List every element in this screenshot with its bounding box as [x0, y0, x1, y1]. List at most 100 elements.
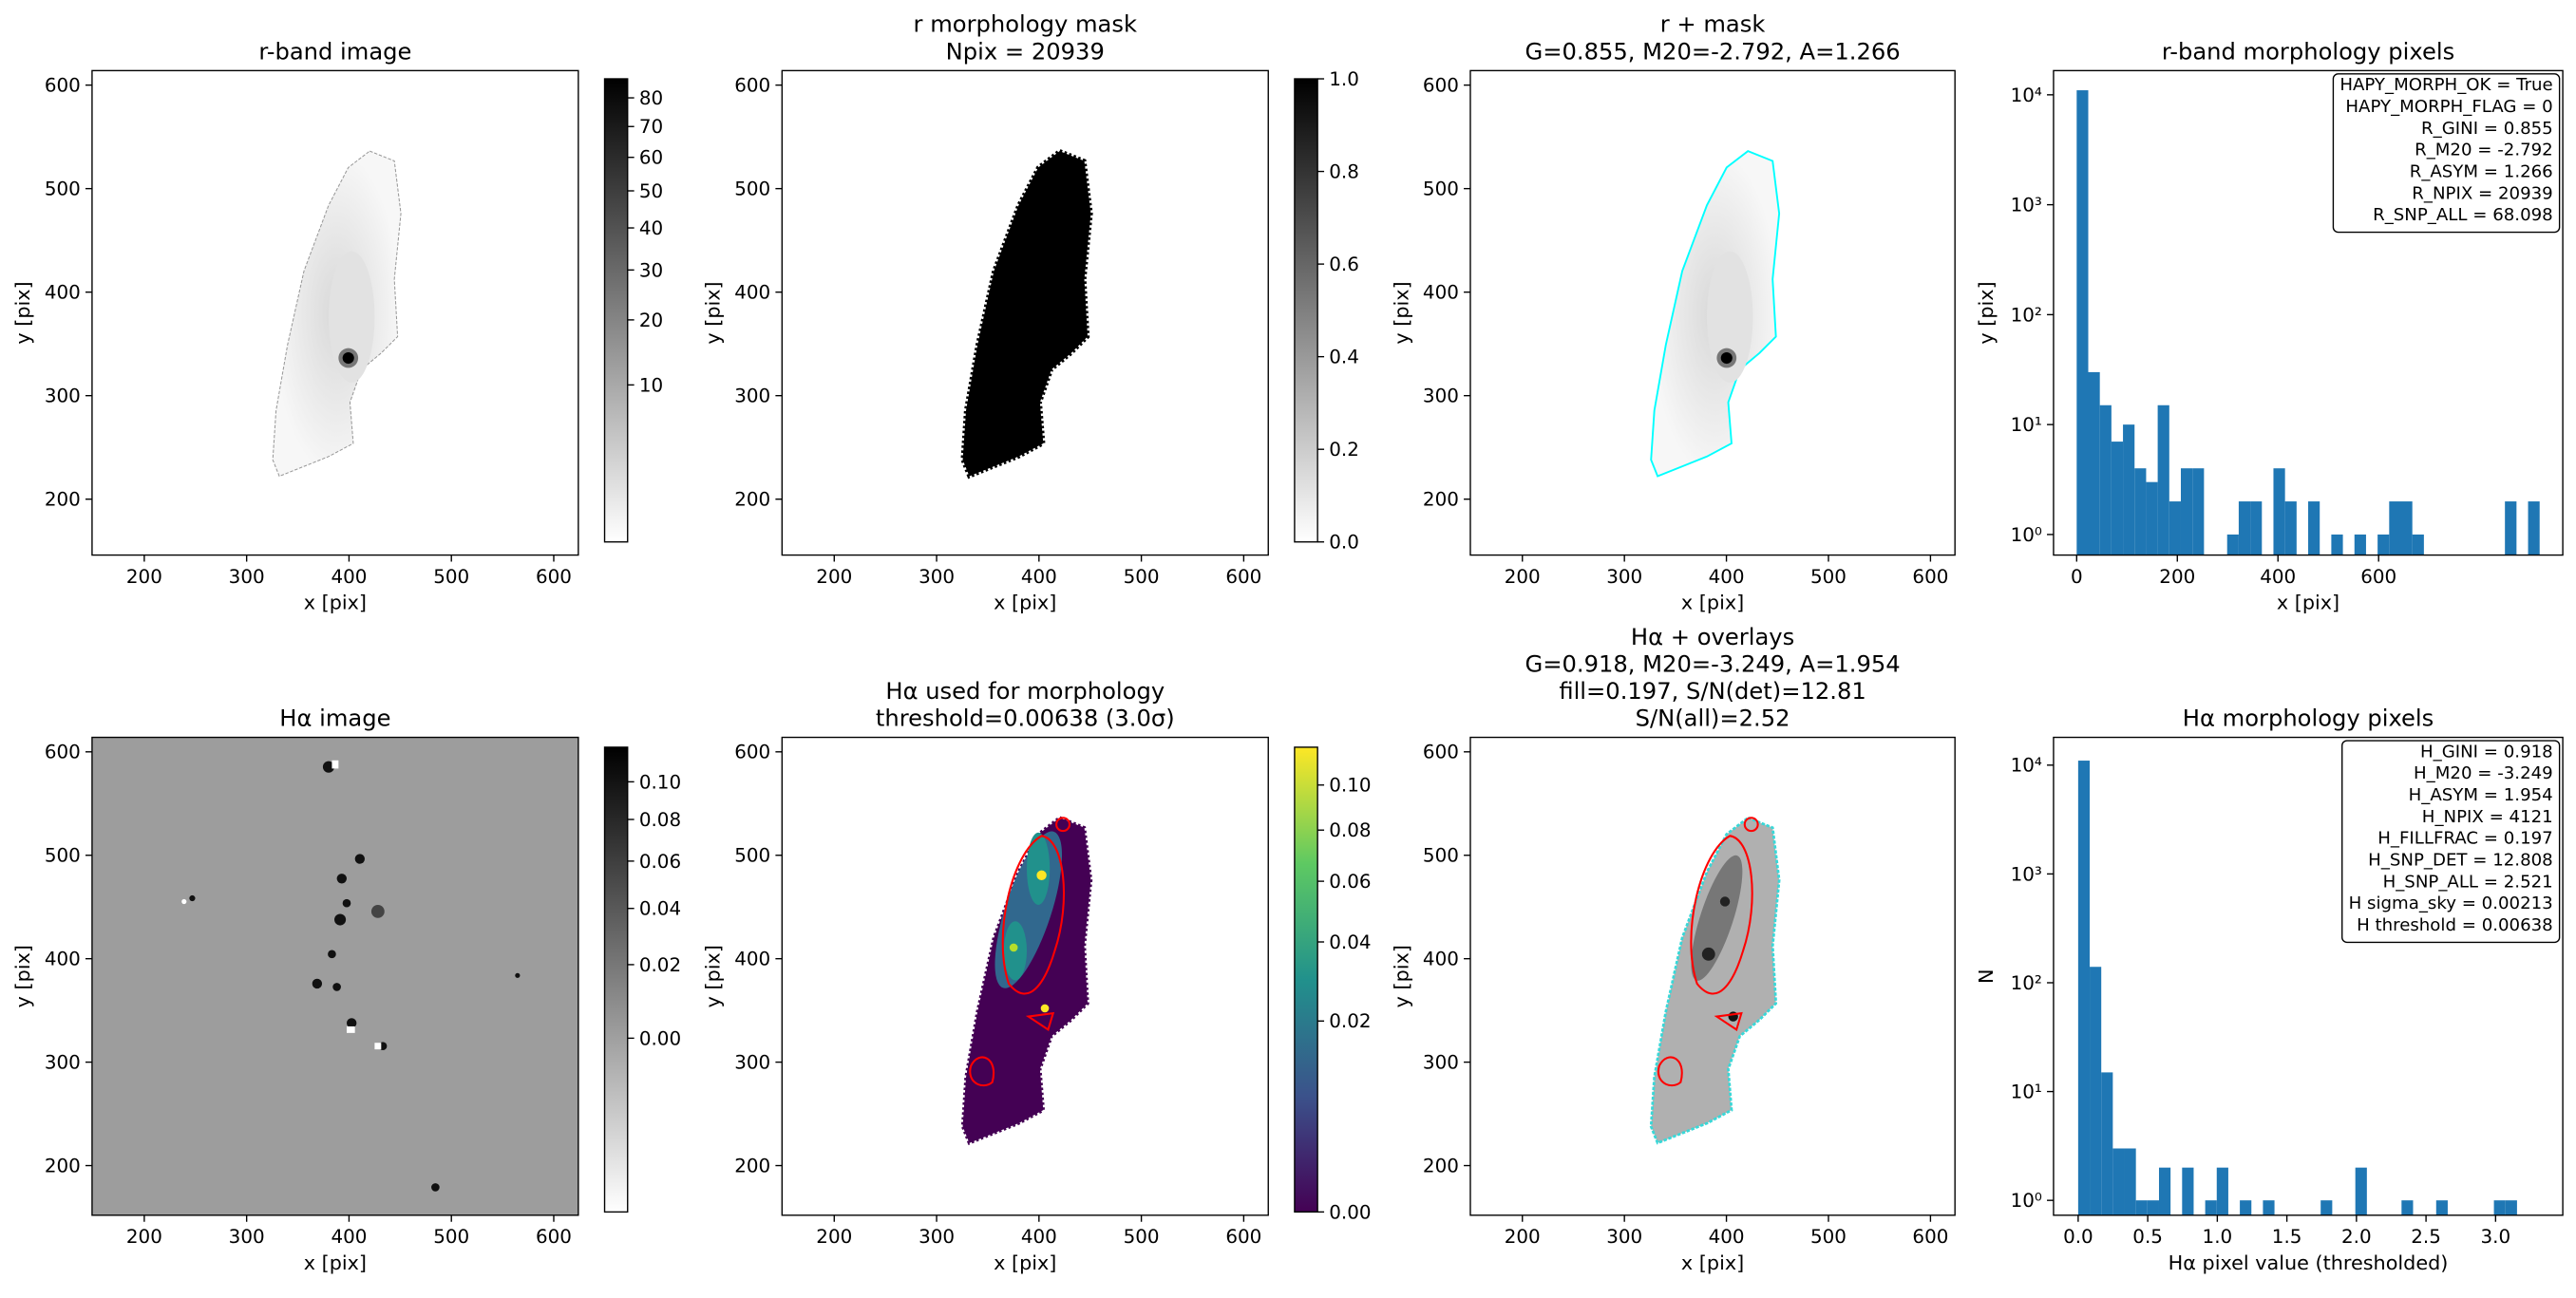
- x-axis-label: x [pix]: [304, 592, 367, 614]
- panel-title: r morphology mask: [914, 11, 1137, 38]
- bar: [2250, 501, 2263, 555]
- y-tick-label: 400: [1423, 949, 1459, 970]
- stats-line: R_SNP_ALL = 68.098: [2373, 205, 2553, 225]
- colorbar-tick-label: 50: [639, 180, 663, 202]
- y-tick-label: 200: [1423, 489, 1459, 511]
- bar: [2090, 967, 2102, 1215]
- x-tick-label: 200: [816, 1226, 852, 1248]
- panel-title: fill=0.197, S/N(det)=12.81: [1559, 678, 1866, 705]
- bar: [2389, 501, 2401, 555]
- bar: [2158, 1167, 2171, 1215]
- stats-line: H_NPIX = 4121: [2422, 807, 2553, 827]
- y-tick-label: 10⁴: [2011, 755, 2042, 777]
- bar: [2169, 501, 2181, 555]
- stats-line: R_M20 = -2.792: [2415, 141, 2553, 160]
- y-tick-label: 200: [1423, 1155, 1459, 1176]
- colorbar-tick-label: 0.00: [639, 1027, 681, 1049]
- stats-line: R_GINI = 0.855: [2421, 119, 2553, 139]
- bar: [2412, 534, 2424, 555]
- mask-image-art: [963, 151, 1091, 476]
- colorbar-tick-label: 0.06: [639, 851, 681, 873]
- y-tick-label: 300: [734, 1052, 770, 1074]
- x-tick-label: 300: [229, 566, 265, 588]
- colorbar-tick-label: 10: [639, 374, 663, 396]
- colorbar-tick-label: 0.04: [1329, 931, 1371, 953]
- x-tick-label: 500: [1810, 566, 1847, 588]
- bar: [2355, 1167, 2367, 1215]
- y-tick-label: 600: [1423, 75, 1459, 97]
- bar: [2238, 501, 2251, 555]
- axes-frame: [781, 69, 1269, 556]
- y-tick-label: 10³: [2011, 195, 2042, 216]
- panel-title: Hα morphology pixels: [2183, 705, 2434, 731]
- colorbar-tick-label: 40: [639, 217, 663, 239]
- bar: [2263, 1200, 2275, 1215]
- y-tick-label: 10²: [2011, 972, 2042, 994]
- stats-box-frame: [2332, 73, 2561, 234]
- y-tick-label: 10⁰: [2011, 1190, 2042, 1212]
- y-axis-label: N: [1975, 969, 1998, 984]
- bar: [2320, 1200, 2333, 1215]
- stats-line: H_SNP_ALL = 2.521: [2383, 872, 2553, 892]
- axes-frame: [1469, 736, 1956, 1216]
- x-axis-label: x [pix]: [1681, 1251, 1744, 1274]
- x-axis-label: x [pix]: [304, 1251, 367, 1274]
- axes-frame: [781, 736, 1269, 1216]
- x-tick-label: 300: [229, 1226, 265, 1248]
- x-tick-label: 2.5: [2411, 1226, 2441, 1248]
- bar: [2308, 501, 2320, 555]
- bar: [2146, 481, 2158, 555]
- colorbar-tick-label: 80: [639, 87, 663, 109]
- panel-title: Npix = 20939: [946, 38, 1105, 65]
- axes-frame: [91, 69, 579, 556]
- bar: [2400, 501, 2413, 555]
- x-tick-label: 0: [2071, 566, 2083, 588]
- x-tick-label: 400: [1709, 566, 1745, 588]
- y-tick-label: 600: [1423, 742, 1459, 763]
- y-tick-label: 400: [734, 949, 770, 970]
- bar: [2112, 1148, 2125, 1215]
- panel-title: S/N(all)=2.52: [1636, 705, 1790, 731]
- panel-title: r + mask: [1660, 11, 1766, 38]
- colorbar-tick-label: 0.6: [1329, 254, 1359, 275]
- y-tick-label: 10⁴: [2011, 85, 2042, 106]
- x-tick-label: 500: [433, 1226, 469, 1248]
- bar: [2134, 468, 2147, 555]
- colorbar: [1294, 746, 1318, 1213]
- x-axis-label: x [pix]: [994, 1251, 1056, 1274]
- bar: [2273, 468, 2285, 555]
- x-tick-label: 500: [1124, 566, 1160, 588]
- x-tick-label: 500: [433, 566, 469, 588]
- bar: [2123, 424, 2135, 555]
- colorbar-tick-label: 0.06: [1329, 871, 1371, 893]
- x-tick-label: 200: [126, 1226, 162, 1248]
- y-tick-label: 300: [45, 1052, 81, 1074]
- y-tick-label: 500: [734, 179, 770, 200]
- bar: [2284, 501, 2297, 555]
- x-tick-label: 600: [1912, 566, 1948, 588]
- y-tick-label: 500: [45, 179, 81, 200]
- x-tick-label: 400: [1709, 1226, 1745, 1248]
- bar: [2401, 1200, 2414, 1215]
- bar: [2216, 1167, 2228, 1215]
- panel-title: Hα image: [279, 705, 390, 731]
- x-tick-label: 200: [1505, 566, 1541, 588]
- colorbar: [603, 78, 629, 543]
- x-axis-label: Hα pixel value (thresholded): [2169, 1251, 2449, 1274]
- stats-line: H_FILLFRAC = 0.197: [2377, 829, 2552, 849]
- stats-line: H_SNP_DET = 12.808: [2368, 850, 2553, 870]
- bar: [2331, 534, 2343, 555]
- y-tick-label: 200: [45, 1155, 81, 1176]
- x-axis-label: x [pix]: [994, 592, 1056, 614]
- bar: [2528, 501, 2540, 555]
- y-tick-label: 200: [734, 489, 770, 511]
- halpha-image-art: [91, 737, 578, 1215]
- bar: [2076, 90, 2089, 555]
- colorbar-tick-label: 0.02: [639, 954, 681, 976]
- colorbar-tick-label: 0.2: [1329, 439, 1359, 461]
- stats-line: H_ASYM = 1.954: [2409, 785, 2553, 805]
- bar: [2205, 1200, 2217, 1215]
